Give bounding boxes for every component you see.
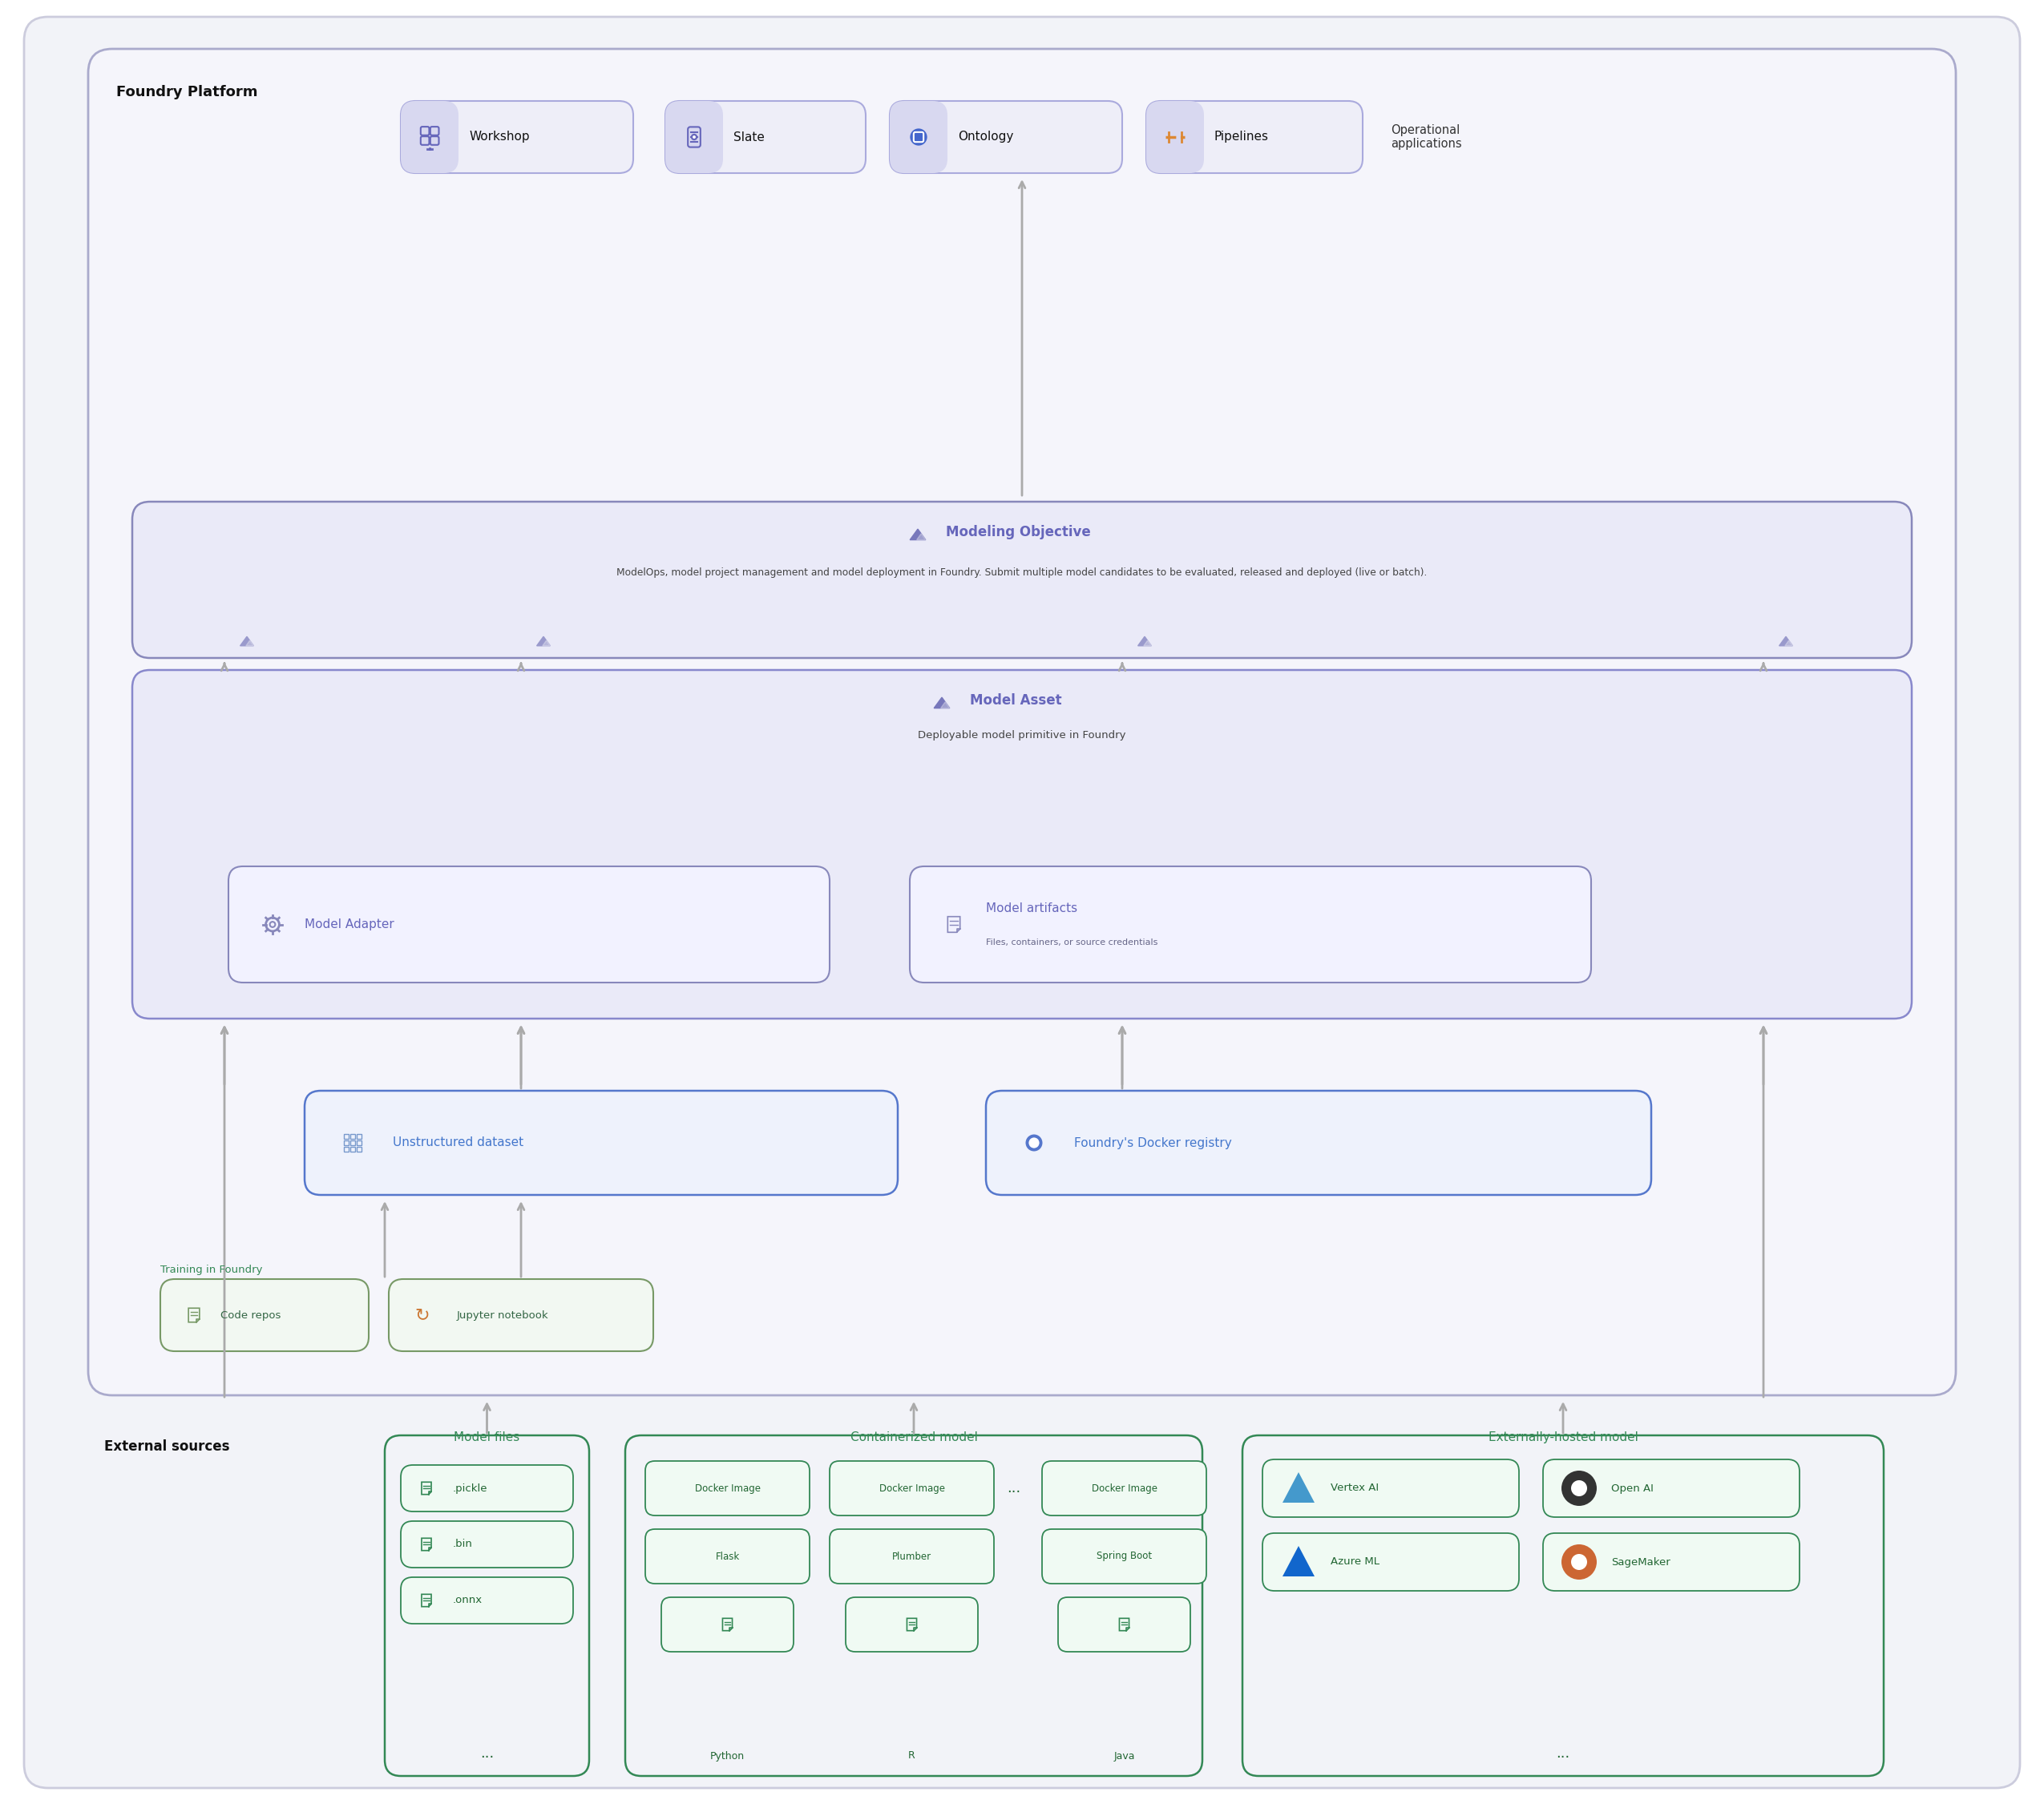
- Text: SageMaker: SageMaker: [1611, 1557, 1670, 1568]
- FancyBboxPatch shape: [1263, 1460, 1519, 1518]
- FancyBboxPatch shape: [88, 48, 1956, 1395]
- FancyBboxPatch shape: [229, 866, 830, 982]
- FancyBboxPatch shape: [830, 1460, 993, 1516]
- FancyBboxPatch shape: [401, 1521, 572, 1568]
- FancyBboxPatch shape: [662, 1597, 793, 1652]
- Text: Azure ML: Azure ML: [1331, 1557, 1380, 1568]
- FancyBboxPatch shape: [646, 1460, 809, 1516]
- FancyBboxPatch shape: [1042, 1528, 1206, 1584]
- Text: Operational
applications: Operational applications: [1390, 124, 1461, 151]
- FancyBboxPatch shape: [159, 1279, 368, 1351]
- Text: Model files: Model files: [454, 1431, 519, 1444]
- Text: Foundry's Docker registry: Foundry's Docker registry: [1073, 1137, 1233, 1149]
- Text: Code repos: Code repos: [221, 1309, 280, 1320]
- Polygon shape: [1282, 1546, 1314, 1577]
- FancyBboxPatch shape: [846, 1597, 977, 1652]
- Text: Slate: Slate: [734, 131, 764, 144]
- Polygon shape: [940, 702, 950, 708]
- Text: Pipelines: Pipelines: [1214, 131, 1269, 144]
- Text: Unstructured dataset: Unstructured dataset: [392, 1137, 523, 1149]
- Text: Docker Image: Docker Image: [879, 1483, 944, 1494]
- FancyBboxPatch shape: [25, 16, 2019, 1789]
- FancyBboxPatch shape: [664, 101, 867, 172]
- Text: Deployable model primitive in Foundry: Deployable model primitive in Foundry: [918, 731, 1126, 740]
- Text: Externally-hosted model: Externally-hosted model: [1488, 1431, 1637, 1444]
- Text: ...: ...: [1555, 1746, 1570, 1760]
- Text: Ontology: Ontology: [959, 131, 1014, 144]
- FancyBboxPatch shape: [889, 101, 1122, 172]
- Circle shape: [1028, 1137, 1038, 1148]
- FancyBboxPatch shape: [133, 670, 1911, 1018]
- FancyBboxPatch shape: [401, 1577, 572, 1624]
- FancyBboxPatch shape: [1147, 101, 1204, 172]
- Text: Open AI: Open AI: [1611, 1483, 1654, 1494]
- FancyBboxPatch shape: [985, 1090, 1652, 1194]
- Polygon shape: [1784, 641, 1793, 647]
- Text: Modeling Objective: Modeling Objective: [946, 524, 1091, 539]
- Text: Python: Python: [709, 1751, 744, 1762]
- Polygon shape: [934, 697, 950, 708]
- FancyBboxPatch shape: [401, 101, 458, 172]
- Text: ↻: ↻: [415, 1307, 429, 1324]
- Circle shape: [693, 135, 695, 138]
- Text: Files, containers, or source credentials: Files, containers, or source credentials: [985, 938, 1157, 946]
- FancyBboxPatch shape: [1263, 1534, 1519, 1591]
- Text: Model Adapter: Model Adapter: [305, 918, 394, 930]
- FancyBboxPatch shape: [910, 866, 1590, 982]
- Polygon shape: [538, 636, 550, 647]
- Polygon shape: [916, 533, 926, 541]
- FancyBboxPatch shape: [1543, 1460, 1799, 1518]
- FancyBboxPatch shape: [1147, 101, 1363, 172]
- Circle shape: [1572, 1480, 1586, 1496]
- Polygon shape: [245, 641, 253, 647]
- FancyBboxPatch shape: [646, 1528, 809, 1584]
- Polygon shape: [239, 636, 253, 647]
- FancyBboxPatch shape: [133, 501, 1911, 657]
- Text: Java: Java: [1114, 1751, 1134, 1762]
- Text: Containerized model: Containerized model: [850, 1431, 977, 1444]
- Circle shape: [691, 133, 697, 140]
- FancyBboxPatch shape: [388, 1279, 654, 1351]
- FancyBboxPatch shape: [1042, 1460, 1206, 1516]
- Text: ...: ...: [1008, 1482, 1020, 1496]
- FancyBboxPatch shape: [664, 101, 724, 172]
- FancyBboxPatch shape: [1543, 1534, 1799, 1591]
- Text: ...: ...: [480, 1746, 495, 1760]
- FancyBboxPatch shape: [305, 1090, 897, 1194]
- Text: Flask: Flask: [715, 1552, 740, 1561]
- Text: Model artifacts: Model artifacts: [985, 902, 1077, 914]
- Text: Jupyter notebook: Jupyter notebook: [458, 1309, 548, 1320]
- Text: ModelOps, model project management and model deployment in Foundry. Submit multi: ModelOps, model project management and m…: [617, 568, 1427, 578]
- Polygon shape: [1145, 641, 1151, 647]
- Text: Foundry Platform: Foundry Platform: [117, 84, 258, 99]
- Text: .bin: .bin: [454, 1539, 472, 1550]
- Text: External sources: External sources: [104, 1439, 229, 1453]
- Polygon shape: [542, 641, 550, 647]
- Circle shape: [1026, 1135, 1042, 1151]
- Circle shape: [910, 129, 928, 145]
- FancyBboxPatch shape: [830, 1528, 993, 1584]
- FancyBboxPatch shape: [401, 101, 634, 172]
- FancyBboxPatch shape: [401, 1466, 572, 1512]
- Text: Workshop: Workshop: [468, 131, 529, 144]
- Text: Spring Boot: Spring Boot: [1096, 1552, 1153, 1561]
- Polygon shape: [1139, 636, 1151, 647]
- Text: Docker Image: Docker Image: [1091, 1483, 1157, 1494]
- Circle shape: [1572, 1554, 1586, 1570]
- Circle shape: [1562, 1471, 1596, 1505]
- Text: Training in Foundry: Training in Foundry: [159, 1264, 262, 1275]
- Circle shape: [1562, 1545, 1596, 1580]
- Text: .onnx: .onnx: [454, 1595, 482, 1606]
- FancyBboxPatch shape: [889, 101, 948, 172]
- Text: Model Asset: Model Asset: [971, 693, 1061, 708]
- Text: Vertex AI: Vertex AI: [1331, 1483, 1380, 1494]
- Text: .pickle: .pickle: [454, 1483, 489, 1494]
- Text: R: R: [908, 1751, 916, 1762]
- Text: Docker Image: Docker Image: [695, 1483, 760, 1494]
- Text: Plumber: Plumber: [891, 1552, 932, 1561]
- Polygon shape: [910, 530, 926, 541]
- Polygon shape: [1778, 636, 1793, 647]
- Polygon shape: [1282, 1473, 1314, 1503]
- FancyBboxPatch shape: [1059, 1597, 1190, 1652]
